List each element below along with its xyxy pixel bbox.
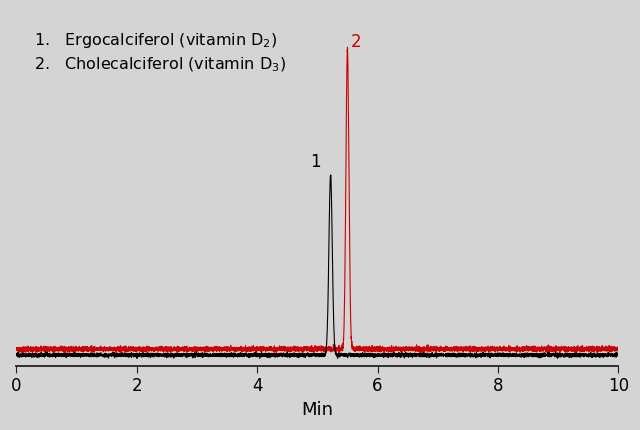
Text: 1: 1 <box>310 153 321 171</box>
Text: 2: 2 <box>351 33 361 51</box>
Text: 1.   Ergocalciferol (vitamin D$_2$): 1. Ergocalciferol (vitamin D$_2$) <box>35 31 278 49</box>
Text: 2.   Cholecalciferol (vitamin D$_3$): 2. Cholecalciferol (vitamin D$_3$) <box>35 55 287 74</box>
X-axis label: Min: Min <box>301 401 333 419</box>
